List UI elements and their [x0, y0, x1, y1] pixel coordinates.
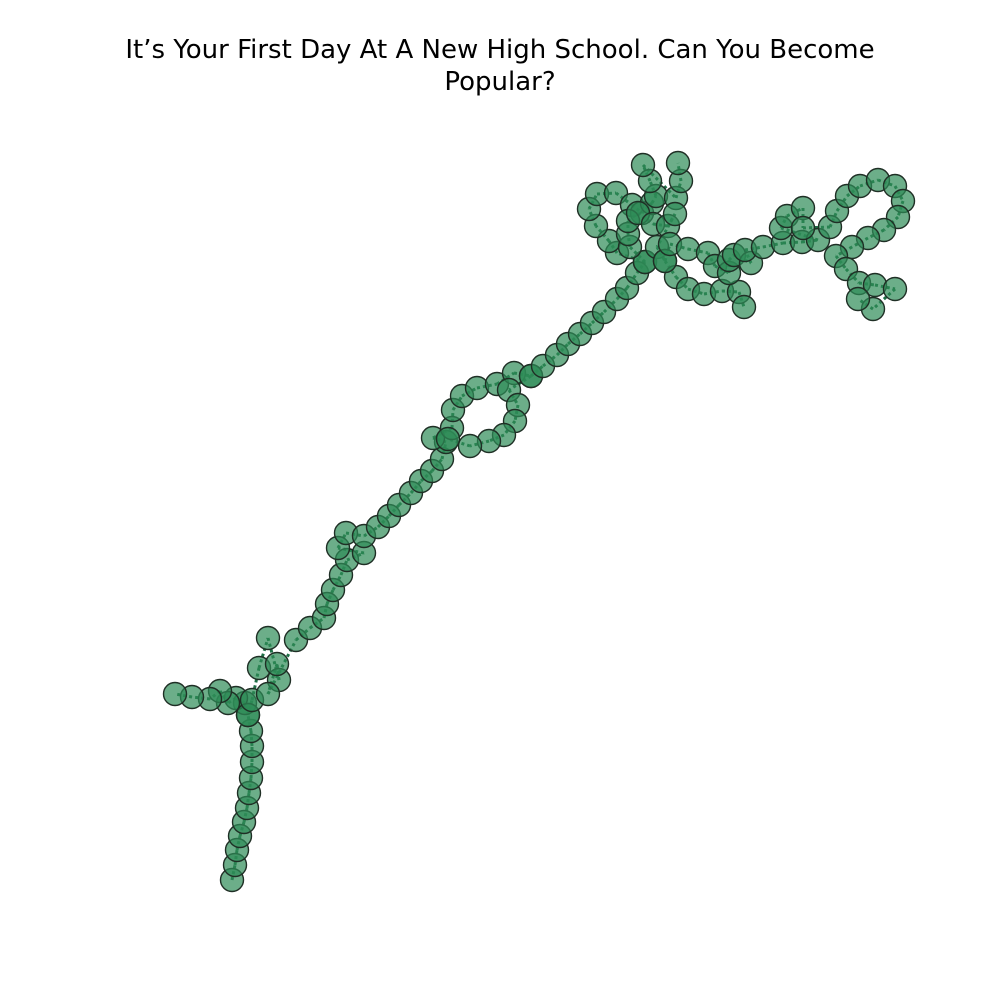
edge-layer	[174, 162, 905, 881]
graph-node	[731, 294, 757, 320]
node-layer	[162, 150, 916, 893]
graph-node	[630, 152, 656, 178]
graph-node	[790, 215, 816, 241]
graph-node	[162, 681, 188, 707]
graph-node	[750, 234, 776, 260]
graph-node	[264, 651, 290, 677]
graph-node	[665, 150, 691, 176]
graph-node	[662, 201, 688, 227]
graph-edge	[802, 225, 831, 230]
graph-node	[435, 426, 461, 452]
graph-node	[882, 276, 908, 302]
graph-node	[255, 625, 281, 651]
graph-node	[845, 286, 871, 312]
title-line-1: It’s Your First Day At A New High School…	[125, 35, 875, 65]
title-line-2: Popular?	[444, 67, 556, 97]
graph-node	[464, 375, 490, 401]
graph-node	[675, 236, 701, 262]
diagram-title: It’s Your First Day At A New High School…	[0, 34, 1000, 98]
graph-node	[457, 433, 483, 459]
graph-node	[255, 681, 281, 707]
